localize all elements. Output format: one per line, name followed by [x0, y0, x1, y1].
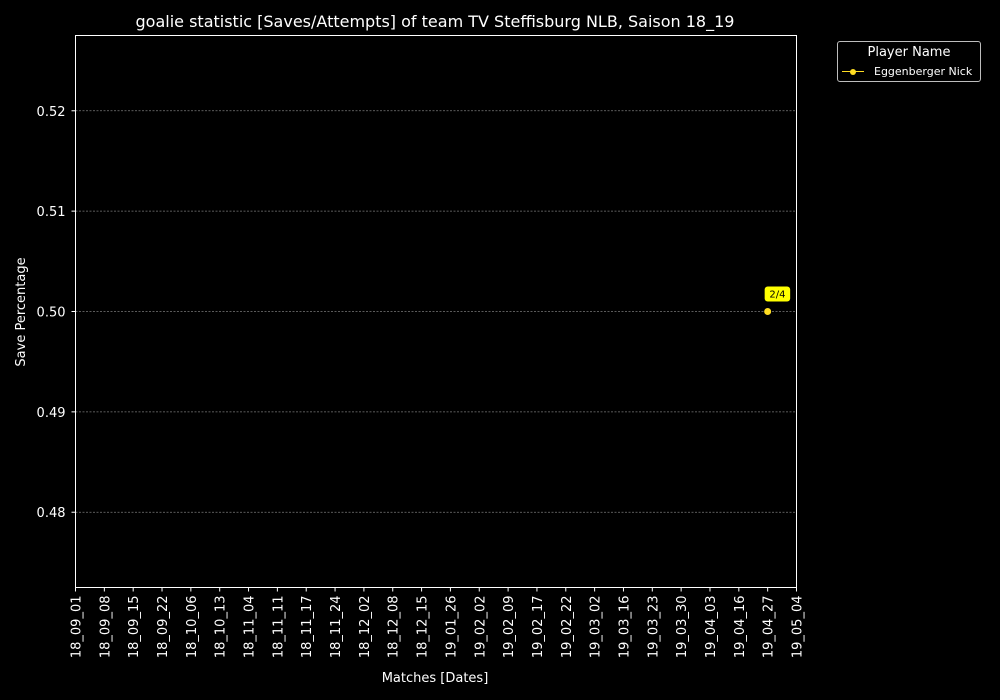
chart-title: goalie statistic [Saves/Attempts] of tea…	[136, 12, 735, 32]
x-tick-label: 18_11_04	[243, 596, 258, 659]
data-point	[764, 308, 772, 315]
y-tick-label: 0.48	[37, 506, 66, 521]
legend-swatch	[842, 67, 864, 77]
x-tick-label: 19_03_16	[617, 596, 632, 659]
x-tick-label: 18_09_22	[156, 596, 171, 659]
legend-title: Player Name	[867, 45, 951, 60]
x-tick-label: 18_12_08	[387, 596, 402, 659]
y-tick-label: 0.50	[37, 306, 66, 321]
y-axis-label: Save Percentage	[14, 257, 29, 366]
x-tick-label: 19_03_02	[589, 596, 604, 659]
x-tick-label: 18_09_01	[70, 596, 85, 659]
y-tick-label: 0.49	[37, 406, 66, 421]
x-tick-label: 18_11_17	[300, 596, 315, 659]
x-tick-label: 19_04_16	[733, 596, 748, 659]
x-tick-label: 18_12_15	[416, 596, 431, 659]
x-tick-label: 18_12_02	[358, 596, 373, 659]
x-tick-label: 18_11_11	[271, 596, 286, 659]
y-tick-label: 0.51	[37, 205, 66, 220]
legend-marker	[850, 68, 856, 75]
x-tick-label: 18_09_08	[98, 596, 113, 659]
y-tick-label: 0.52	[37, 105, 66, 120]
x-tick-label: 19_03_30	[675, 596, 690, 659]
x-tick-label: 19_02_17	[531, 596, 546, 659]
x-tick-label: 18_11_24	[329, 596, 344, 659]
x-tick-label: 18_10_06	[185, 596, 200, 659]
y-axis: 0.48 0.49 0.50 0.51 0.52	[37, 105, 76, 521]
x-tick-label: 18_10_13	[214, 596, 229, 659]
x-tick-label: 19_02_22	[560, 596, 575, 659]
x-axis: 18_09_01 18_09_08 18_09_15 18_09_22 18_10_06…	[70, 587, 806, 659]
x-tick-label: 19_02_09	[502, 596, 517, 659]
legend: Player Name Eggenberger Nick	[837, 41, 981, 82]
data-marks: 2/4	[764, 286, 791, 315]
x-tick-label: 19_04_27	[762, 596, 777, 659]
legend-item: Eggenberger Nick	[842, 65, 972, 78]
legend-label: Eggenberger Nick	[874, 65, 973, 78]
x-tick-label: 19_03_23	[646, 596, 661, 659]
x-axis-label: Matches [Dates]	[382, 671, 489, 686]
grid	[75, 110, 797, 513]
x-tick-label: 19_02_02	[473, 596, 488, 659]
data-label-box	[764, 286, 791, 302]
x-tick-label: 18_09_15	[127, 596, 142, 659]
x-tick-label: 19_05_04	[791, 596, 806, 659]
x-tick-label: 19_01_26	[444, 596, 459, 659]
data-label: 2/4	[769, 290, 785, 301]
x-tick-label: 19_04_03	[704, 596, 719, 659]
